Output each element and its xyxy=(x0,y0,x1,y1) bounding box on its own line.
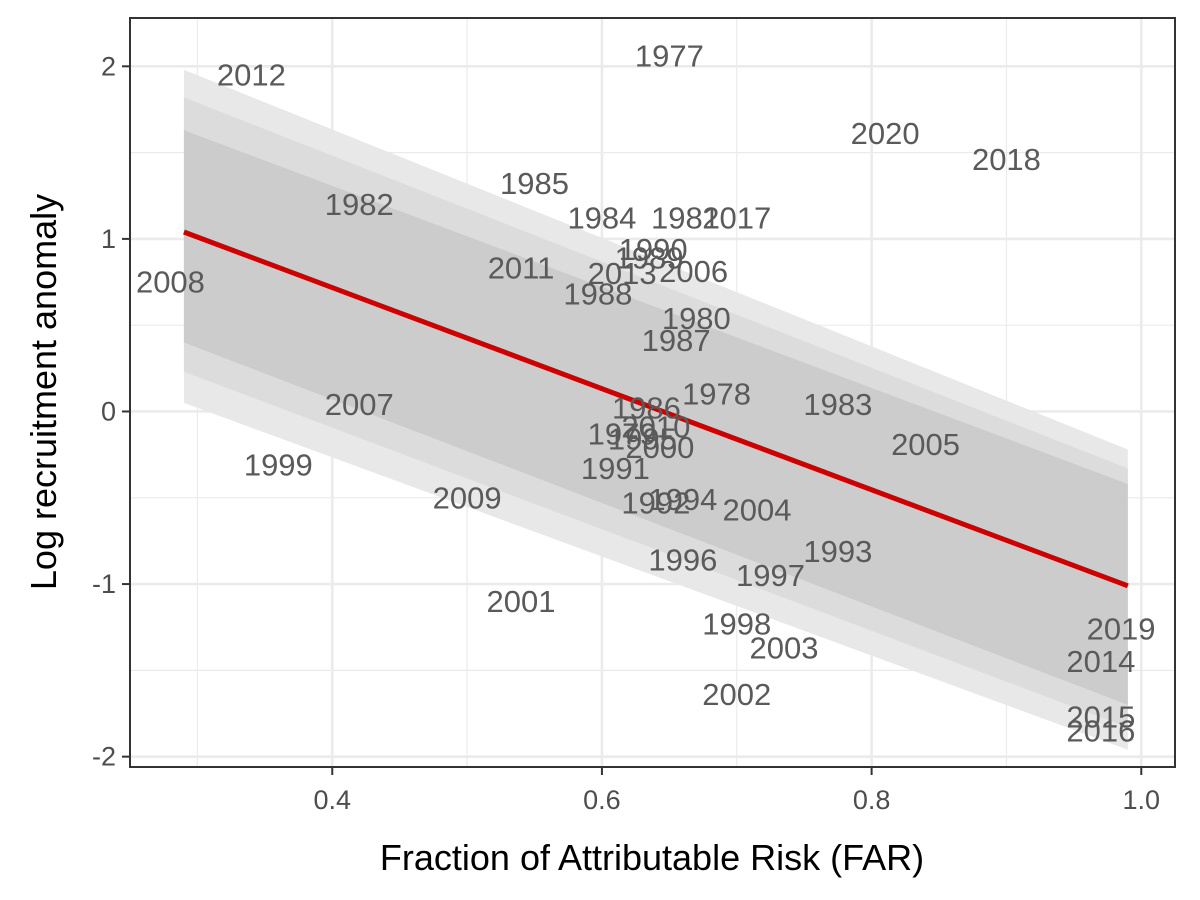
point-label-2018: 2018 xyxy=(972,142,1041,177)
point-label-2017: 2017 xyxy=(702,201,771,236)
point-label-2009: 2009 xyxy=(433,480,502,515)
point-label-1994: 1994 xyxy=(648,482,717,517)
trend-line-group xyxy=(183,229,1129,589)
point-label-2004: 2004 xyxy=(723,492,792,527)
point-label-1981: 1981 xyxy=(651,201,720,236)
x-tick-label: 1.0 xyxy=(1123,785,1161,815)
y-tick-label: 1 xyxy=(101,224,116,254)
point-label-1997: 1997 xyxy=(736,558,805,593)
y-tick-label: -2 xyxy=(92,742,116,772)
point-label-1996: 1996 xyxy=(648,542,717,577)
point-label-2010: 2010 xyxy=(621,410,690,445)
x-tick-label: 0.6 xyxy=(583,785,621,815)
panel-border xyxy=(129,17,1176,768)
point-label-1991: 1991 xyxy=(581,451,650,486)
point-label-2008: 2008 xyxy=(136,265,205,300)
point-label-2007: 2007 xyxy=(325,387,394,422)
point-label-2014: 2014 xyxy=(1066,644,1135,679)
point-label-2015: 2015 xyxy=(1066,699,1135,734)
point-label-1999: 1999 xyxy=(244,447,313,482)
point-label-2016: 2016 xyxy=(1066,713,1135,748)
point-label-1986: 1986 xyxy=(612,391,681,426)
point-label-2020: 2020 xyxy=(851,116,920,151)
point-label-2001: 2001 xyxy=(487,584,556,619)
point-label-2006: 2006 xyxy=(659,254,728,289)
point-label-1984: 1984 xyxy=(567,201,636,236)
point-label-1985: 1985 xyxy=(500,166,569,201)
trend-line xyxy=(183,229,1129,589)
point-label-1979: 1979 xyxy=(588,416,657,451)
point-label-2019: 2019 xyxy=(1087,611,1156,646)
x-axis-title: Fraction of Attributable Risk (FAR) xyxy=(380,837,924,878)
point-label-1990: 1990 xyxy=(619,232,688,267)
point-label-1995: 1995 xyxy=(608,422,677,457)
point-label-1982: 1982 xyxy=(325,187,394,222)
x-tick-label: 0.8 xyxy=(853,785,891,815)
point-label-1992: 1992 xyxy=(621,485,690,520)
point-label-2003: 2003 xyxy=(749,630,818,665)
point-label-2011: 2011 xyxy=(488,251,555,286)
point-label-2000: 2000 xyxy=(625,430,694,465)
point-label-1998: 1998 xyxy=(702,606,771,641)
y-tick-label: 2 xyxy=(101,51,116,81)
point-label-1987: 1987 xyxy=(642,323,711,358)
point-label-1993: 1993 xyxy=(803,534,872,569)
x-axis-ticks: 0.4 0.6 0.8 1.0 xyxy=(313,767,1160,815)
point-label-2005: 2005 xyxy=(891,427,960,462)
y-tick-label: 0 xyxy=(101,396,116,426)
point-label-1980: 1980 xyxy=(662,301,731,336)
point-label-2012: 2012 xyxy=(217,57,286,92)
point-label-2002: 2002 xyxy=(702,677,771,712)
point-label-1978: 1978 xyxy=(682,377,751,412)
y-axis-title: Log recruitment anomaly xyxy=(23,194,64,590)
point-label-1977: 1977 xyxy=(635,38,704,73)
point-label-1983: 1983 xyxy=(803,387,872,422)
point-label-2013: 2013 xyxy=(588,256,657,291)
ribbon-inner xyxy=(183,130,1128,705)
y-tick-label: -1 xyxy=(92,569,116,599)
y-axis-ticks: -2 -1 0 1 2 xyxy=(92,51,130,772)
x-tick-label: 0.4 xyxy=(313,785,351,815)
point-label-1989: 1989 xyxy=(615,240,684,275)
point-label-1988: 1988 xyxy=(563,277,632,312)
